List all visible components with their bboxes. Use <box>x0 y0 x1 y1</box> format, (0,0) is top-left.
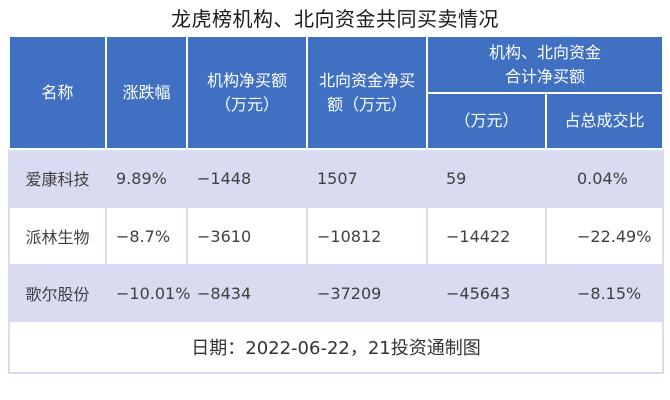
combined-net-buy-value: −14422 <box>426 206 547 266</box>
col-header-inst-net-buy: 机构净买额 （万元） <box>186 35 308 150</box>
data-table: 名称 涨跌幅 机构净买额 （万元） 北向资金净买 额（万元） 机构、北向资金 合… <box>7 35 665 374</box>
table-row: 歌尔股份 −10.01% −8434 −37209 −45643 −8.15% <box>8 264 665 322</box>
change-percent: −10.01% <box>105 264 190 322</box>
page-title: 龙虎榜机构、北向资金共同买卖情况 <box>171 7 499 31</box>
inst-net-buy-value: −1448 <box>186 148 308 208</box>
turnover-ratio-value: −8.15% <box>544 264 665 322</box>
north-net-buy-value: 1507 <box>306 148 428 208</box>
col-header-name: 名称 <box>8 35 107 150</box>
col-header-change: 涨跌幅 <box>105 35 188 150</box>
stock-name: 歌尔股份 <box>8 264 107 322</box>
col-header-combined-net-buy: 机构、北向资金 合计净买额 <box>425 35 665 94</box>
inst-net-buy-value: −8434 <box>186 264 308 322</box>
inst-net-buy-value: −3610 <box>186 206 308 266</box>
stock-name: 爱康科技 <box>8 148 107 208</box>
col-header-combined-unit: （万元） <box>426 92 547 150</box>
stock-name: 派林生物 <box>8 206 107 266</box>
col-header-north-net-buy: 北向资金净买 额（万元） <box>306 35 428 150</box>
table-body: 爱康科技 9.89% −1448 1507 59 0.04% 派林生物 −8.7… <box>8 148 665 322</box>
table-row: 爱康科技 9.89% −1448 1507 59 0.04% <box>8 148 665 208</box>
change-percent: 9.89% <box>105 148 188 208</box>
combined-net-buy-value: −45643 <box>426 264 547 322</box>
col-header-combined-ratio: 占总成交比 <box>544 92 665 150</box>
table-header: 名称 涨跌幅 机构净买额 （万元） 北向资金净买 额（万元） 机构、北向资金 合… <box>8 35 665 150</box>
north-net-buy-value: −37209 <box>306 264 428 322</box>
turnover-ratio-value: 0.04% <box>544 148 665 208</box>
table-row: 派林生物 −8.7% −3610 −10812 −14422 −22.49% <box>8 206 665 266</box>
table-footer: 日期：2022-06-22，21投资通制图 <box>7 320 665 374</box>
change-percent: −8.7% <box>105 206 188 266</box>
footer-note: 日期：2022-06-22，21投资通制图 <box>7 320 665 374</box>
combined-net-buy-value: 59 <box>426 148 547 208</box>
turnover-ratio-value: −22.49% <box>544 206 665 266</box>
north-net-buy-value: −10812 <box>306 206 428 266</box>
